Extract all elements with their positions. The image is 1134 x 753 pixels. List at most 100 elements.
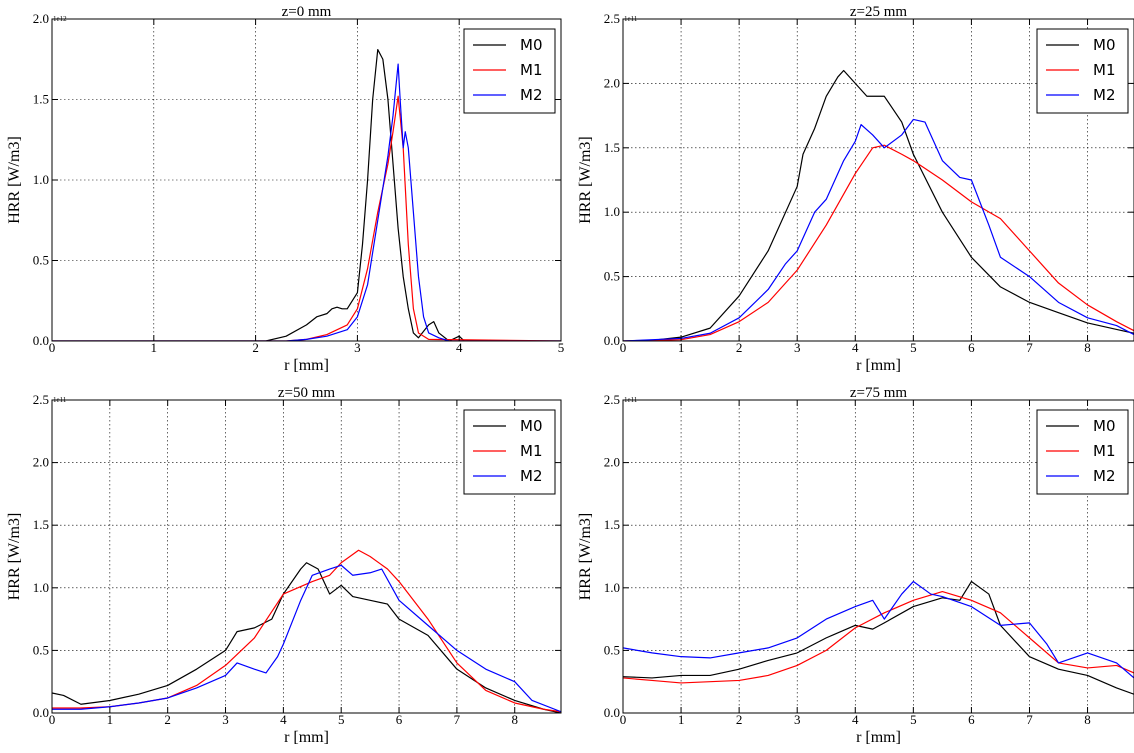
x-tick-label: 8	[1084, 340, 1091, 355]
x-tick-label: 8	[511, 712, 518, 727]
y-tick-label: 1.5	[33, 517, 49, 532]
legend-label-m1: M1	[520, 442, 543, 460]
legend: M0 M1 M2	[1036, 409, 1129, 495]
series-line-m2	[52, 564, 561, 713]
legend-box	[463, 409, 556, 495]
x-tick-label: 4	[852, 340, 859, 355]
x-tick-label: 2	[164, 712, 171, 727]
series-line-m0	[52, 562, 561, 713]
legend: M0 M1 M2	[1036, 28, 1129, 114]
plot-frame	[622, 399, 1134, 714]
legend-label-m0: M0	[520, 417, 543, 435]
x-tick-label: 4	[456, 340, 463, 355]
series-line-m1	[52, 95, 561, 341]
y-multiplier: 1e11	[624, 15, 638, 23]
y-tick-label: 2.0	[33, 455, 49, 470]
y-tick-label: 0.5	[33, 642, 49, 657]
x-tick-label: 5	[558, 340, 565, 355]
y-multiplier: 1e11	[624, 396, 638, 404]
legend-label-m1: M1	[1093, 61, 1116, 79]
chart-panel-1: 0 1 2 3 4 5 6 7 8 0.0 0.5 1.0 1.5 2.0 2.5 1e11 z=25 mm r …	[577, 4, 1134, 374]
series-line-m0	[623, 69, 1134, 341]
y-multiplier: 1e11	[53, 396, 67, 404]
series-line-m1	[623, 144, 1134, 341]
x-tick-label: 3	[354, 340, 361, 355]
x-tick-label: 0	[49, 340, 56, 355]
legend-label-m0: M0	[1093, 36, 1116, 54]
x-tick-label: 0	[620, 712, 627, 727]
x-tick-label: 5	[910, 712, 917, 727]
x-tick-label: 4	[280, 712, 287, 727]
y-tick-label: 2.0	[604, 455, 620, 470]
x-tick-label: 6	[968, 712, 975, 727]
legend-label-m1: M1	[520, 61, 543, 79]
y-tick-label: 1.0	[33, 580, 49, 595]
legend-label-m2: M2	[520, 467, 543, 485]
y-tick-label: 1.0	[604, 204, 620, 219]
x-tick-label: 6	[968, 340, 975, 355]
plot-frame	[622, 18, 1134, 342]
y-tick-label: 0.0	[604, 333, 620, 348]
x-tick-label: 2	[252, 340, 259, 355]
y-tick-label: 0.5	[33, 253, 49, 268]
x-tick-label: 2	[736, 340, 743, 355]
y-axis-label: HRR [W/m3]	[577, 513, 594, 601]
chart-title: z=0 mm	[282, 4, 332, 20]
y-tick-label: 1.0	[33, 172, 49, 187]
x-tick-label: 8	[1084, 712, 1091, 727]
series-line-m2	[623, 118, 1134, 341]
y-tick-label: 2.0	[604, 75, 620, 90]
chart-title: z=75 mm	[850, 385, 908, 401]
chart-title: z=25 mm	[850, 4, 908, 20]
x-tick-label: 3	[794, 712, 801, 727]
chart-title: z=50 mm	[278, 385, 336, 401]
y-tick-label: 1.5	[604, 517, 620, 532]
y-axis-label: HRR [W/m3]	[577, 136, 594, 224]
y-tick-label: 2.5	[33, 392, 49, 407]
x-tick-label: 2	[736, 712, 743, 727]
y-tick-label: 2.5	[604, 392, 620, 407]
x-tick-label: 1	[107, 712, 114, 727]
x-tick-label: 1	[678, 340, 685, 355]
x-axis-label: r [mm]	[856, 357, 901, 374]
x-tick-label: 1	[151, 340, 158, 355]
legend-label-m0: M0	[520, 36, 543, 54]
y-axis-label: HRR [W/m3]	[6, 136, 23, 224]
legend-label-m2: M2	[520, 86, 543, 104]
y-tick-label: 0.0	[33, 705, 49, 720]
legend: M0 M1 M2	[463, 409, 556, 495]
x-tick-label: 1	[678, 712, 685, 727]
chart-panel-2: 0 1 2 3 4 5 6 7 8 0.0 0.5 1.0 1.5 2.0 2.5 1e11 z=50 mm r …	[6, 385, 562, 746]
x-axis-label: r [mm]	[284, 357, 329, 374]
legend: M0 M1 M2	[463, 28, 556, 114]
legend-box	[1036, 409, 1129, 495]
x-tick-label: 3	[794, 340, 801, 355]
x-tick-label: 3	[222, 712, 229, 727]
y-tick-label: 0.0	[604, 705, 620, 720]
x-axis-label: r [mm]	[856, 729, 901, 746]
chart-panel-3: 0 1 2 3 4 5 6 7 8 0.0 0.5 1.0 1.5 2.0 2.5 1e11 z=75 mm r …	[577, 385, 1134, 746]
x-axis-label: r [mm]	[284, 729, 329, 746]
y-tick-label: 2.0	[33, 11, 49, 26]
x-tick-label: 0	[49, 712, 56, 727]
legend-box	[463, 28, 556, 114]
legend-box	[1036, 28, 1129, 114]
y-tick-label: 0.5	[604, 269, 620, 284]
series-line-m0	[623, 580, 1134, 695]
plot-frame	[51, 399, 562, 714]
y-multiplier: 1e12	[53, 15, 67, 23]
y-tick-label: 0.5	[604, 642, 620, 657]
x-tick-label: 7	[1026, 340, 1033, 355]
y-tick-label: 1.5	[604, 140, 620, 155]
y-axis-label: HRR [W/m3]	[6, 513, 23, 601]
series-line-m0	[52, 48, 561, 341]
y-tick-label: 1.5	[33, 92, 49, 107]
x-tick-label: 0	[620, 340, 627, 355]
x-tick-label: 6	[396, 712, 403, 727]
y-tick-label: 2.5	[604, 11, 620, 26]
legend-label-m1: M1	[1093, 442, 1116, 460]
y-tick-label: 0.0	[33, 333, 49, 348]
x-tick-label: 4	[852, 712, 859, 727]
series-line-m2	[52, 63, 561, 341]
